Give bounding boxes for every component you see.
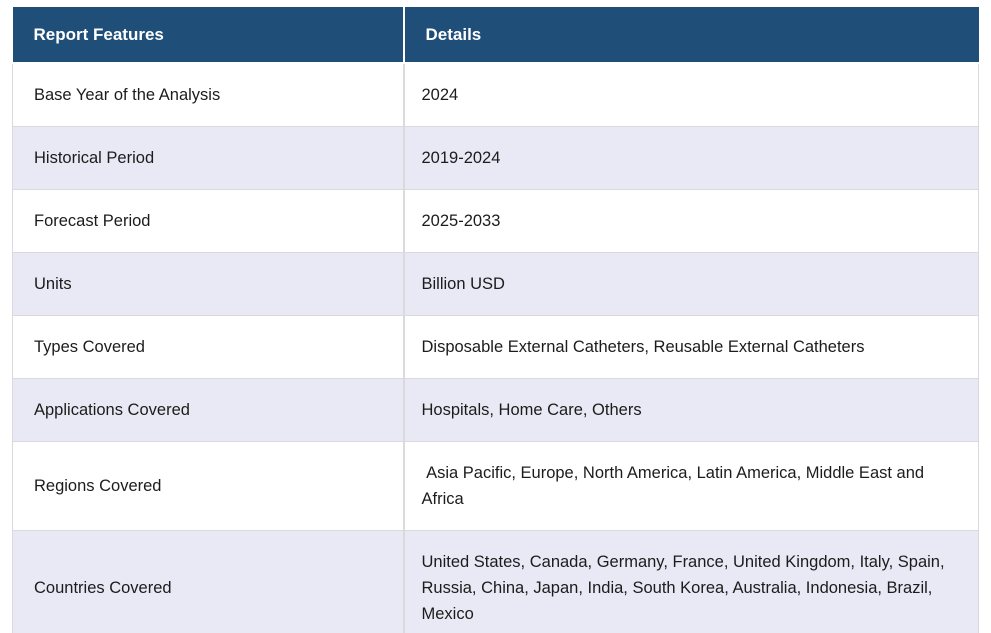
feature-cell: Forecast Period <box>12 189 405 253</box>
table-row: Historical Period 2019-2024 <box>12 126 979 190</box>
details-cell: Asia Pacific, Europe, North America, Lat… <box>403 441 979 531</box>
report-features-table: Report Features Details Base Year of the… <box>12 7 979 633</box>
feature-cell: Base Year of the Analysis <box>12 62 405 127</box>
table-row: Forecast Period 2025-2033 <box>12 189 979 253</box>
feature-cell: Types Covered <box>12 315 405 379</box>
table-row: Units Billion USD <box>12 252 979 316</box>
details-cell: 2024 <box>403 62 979 127</box>
details-cell: Billion USD <box>403 252 979 316</box>
details-cell: United States, Canada, Germany, France, … <box>403 530 979 633</box>
table-row: Base Year of the Analysis 2024 <box>12 62 979 127</box>
table-row: Applications Covered Hospitals, Home Car… <box>12 378 979 442</box>
details-cell: 2025-2033 <box>403 189 979 253</box>
feature-cell: Regions Covered <box>12 441 405 531</box>
details-cell: Hospitals, Home Care, Others <box>403 378 979 442</box>
table-row: Regions Covered Asia Pacific, Europe, No… <box>12 441 979 531</box>
header-cell-report-features: Report Features <box>12 7 405 64</box>
table-header-row: Report Features Details <box>12 7 979 64</box>
feature-cell: Units <box>12 252 405 316</box>
header-cell-details: Details <box>403 7 979 64</box>
table-row: Types Covered Disposable External Cathet… <box>12 315 979 379</box>
details-cell: 2019-2024 <box>403 126 979 190</box>
table-row: Countries Covered United States, Canada,… <box>12 530 979 633</box>
feature-cell: Countries Covered <box>12 530 405 633</box>
feature-cell: Historical Period <box>12 126 405 190</box>
feature-cell: Applications Covered <box>12 378 405 442</box>
details-cell: Disposable External Catheters, Reusable … <box>403 315 979 379</box>
